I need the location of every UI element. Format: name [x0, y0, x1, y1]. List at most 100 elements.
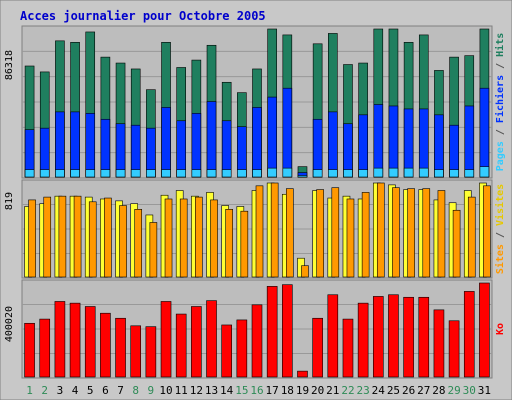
bar-files	[130, 124, 141, 178]
bar-files	[449, 124, 459, 178]
bar-pages	[403, 167, 414, 178]
x-tick-label: 8	[132, 384, 139, 397]
bar-ko	[130, 325, 142, 378]
x-tick-label: 13	[205, 384, 218, 397]
x-axis-labels: 1 2 3 4 5 6 7 8 9 10 11 12 13 14 15 16 17 18 19 20 21 22 23 24 2…	[26, 384, 491, 397]
bar-ko	[39, 318, 51, 378]
legend-entry: Visites	[494, 184, 506, 226]
legend-entry: Ko	[495, 323, 506, 335]
bar-ko	[236, 319, 248, 378]
bar-pages	[358, 169, 368, 178]
x-tick-label: 16	[250, 384, 263, 397]
x-tick-label: 14	[220, 384, 234, 397]
bar-pages	[418, 167, 429, 178]
bar-sites	[316, 189, 324, 278]
series-legend: Ko	[495, 323, 506, 335]
bar-pages	[434, 169, 444, 178]
x-tick-label: 9	[148, 384, 155, 397]
bar-pages	[206, 169, 217, 178]
bar-files	[191, 113, 202, 178]
bar-files	[282, 87, 293, 178]
bar-files	[464, 105, 475, 178]
x-tick-label: 18	[281, 384, 294, 397]
chart-title: Acces journalier pour Octobre 2005	[20, 9, 266, 23]
x-tick-label: 27	[417, 384, 430, 397]
bar-ko	[69, 302, 81, 378]
bar-sites	[286, 188, 294, 278]
panel-bottom: 400020 Ko	[4, 279, 506, 379]
bar-sites	[452, 209, 461, 278]
bar-ko	[312, 317, 323, 378]
bar-pages	[267, 167, 277, 178]
x-tick-label: 22	[341, 384, 354, 397]
x-tick-label: 31	[478, 384, 491, 397]
legend-entry: /	[495, 123, 506, 141]
bar-pages	[39, 169, 50, 178]
bar-files	[358, 114, 368, 178]
x-tick-label: 20	[311, 384, 324, 397]
x-tick-label: 28	[432, 384, 445, 397]
bar-sites	[134, 209, 143, 278]
bar-pages	[297, 175, 308, 178]
x-tick-label: 25	[387, 384, 400, 397]
bar-files	[434, 114, 444, 178]
bar-sites	[195, 196, 203, 278]
chart-panels: 86318 Pages / Fichiers / Hits 819 Sites / V…	[4, 25, 506, 379]
bar-sites	[104, 197, 112, 278]
bar-ko	[145, 326, 157, 378]
bar-files	[403, 108, 414, 178]
bar-files	[328, 111, 338, 178]
series-legend: Pages / Fichiers / Hits	[494, 33, 506, 172]
bar-files	[343, 123, 353, 178]
x-tick-label: 3	[57, 384, 64, 397]
bar-ko	[191, 306, 202, 378]
x-tick-label: 19	[296, 384, 309, 397]
bar-ko	[115, 317, 126, 378]
x-tick-label: 24	[372, 384, 386, 397]
bar-sites	[270, 182, 279, 278]
bar-sites	[301, 265, 309, 278]
bar-ko	[342, 318, 354, 378]
bar-ko	[433, 309, 445, 378]
bar-files	[70, 111, 80, 178]
bar-files	[55, 111, 65, 178]
bar-sites	[407, 188, 415, 278]
panel-top: 86318 Pages / Fichiers / Hits	[4, 25, 506, 179]
bar-files	[176, 120, 186, 178]
bar-pages	[312, 169, 323, 178]
y-tick-label: 86318	[4, 50, 15, 80]
bar-pages	[176, 169, 186, 178]
x-tick-label: 23	[357, 384, 370, 397]
bar-pages	[70, 169, 80, 178]
bar-sites	[225, 209, 233, 278]
y-tick-label: 400020	[4, 306, 15, 342]
bar-sites	[331, 187, 340, 278]
bar-files	[100, 118, 111, 178]
bar-ko	[448, 320, 460, 378]
bar-pages	[161, 169, 171, 178]
bar-pages	[252, 169, 262, 178]
bar-ko	[160, 301, 172, 378]
x-tick-label: 30	[463, 384, 476, 397]
bar-pages	[328, 169, 338, 178]
x-tick-label: 11	[175, 384, 188, 397]
bar-ko	[418, 296, 430, 378]
bar-files	[312, 118, 323, 178]
bar-sites	[28, 199, 36, 278]
bar-files	[85, 113, 96, 178]
bar-sites	[164, 198, 173, 278]
bar-pages	[221, 169, 232, 178]
bar-sites	[119, 205, 127, 278]
bar-sites	[361, 192, 370, 278]
bar-ko	[282, 284, 293, 378]
series-legend: Sites / Visites	[494, 184, 506, 274]
bar-files	[115, 123, 126, 178]
bar-files	[388, 105, 399, 178]
x-tick-label: 10	[159, 384, 172, 397]
x-tick-label: 12	[190, 384, 203, 397]
bar-pages	[343, 169, 353, 178]
x-tick-label: 15	[235, 384, 248, 397]
bar-files	[418, 108, 429, 178]
bar-sites	[179, 198, 188, 278]
